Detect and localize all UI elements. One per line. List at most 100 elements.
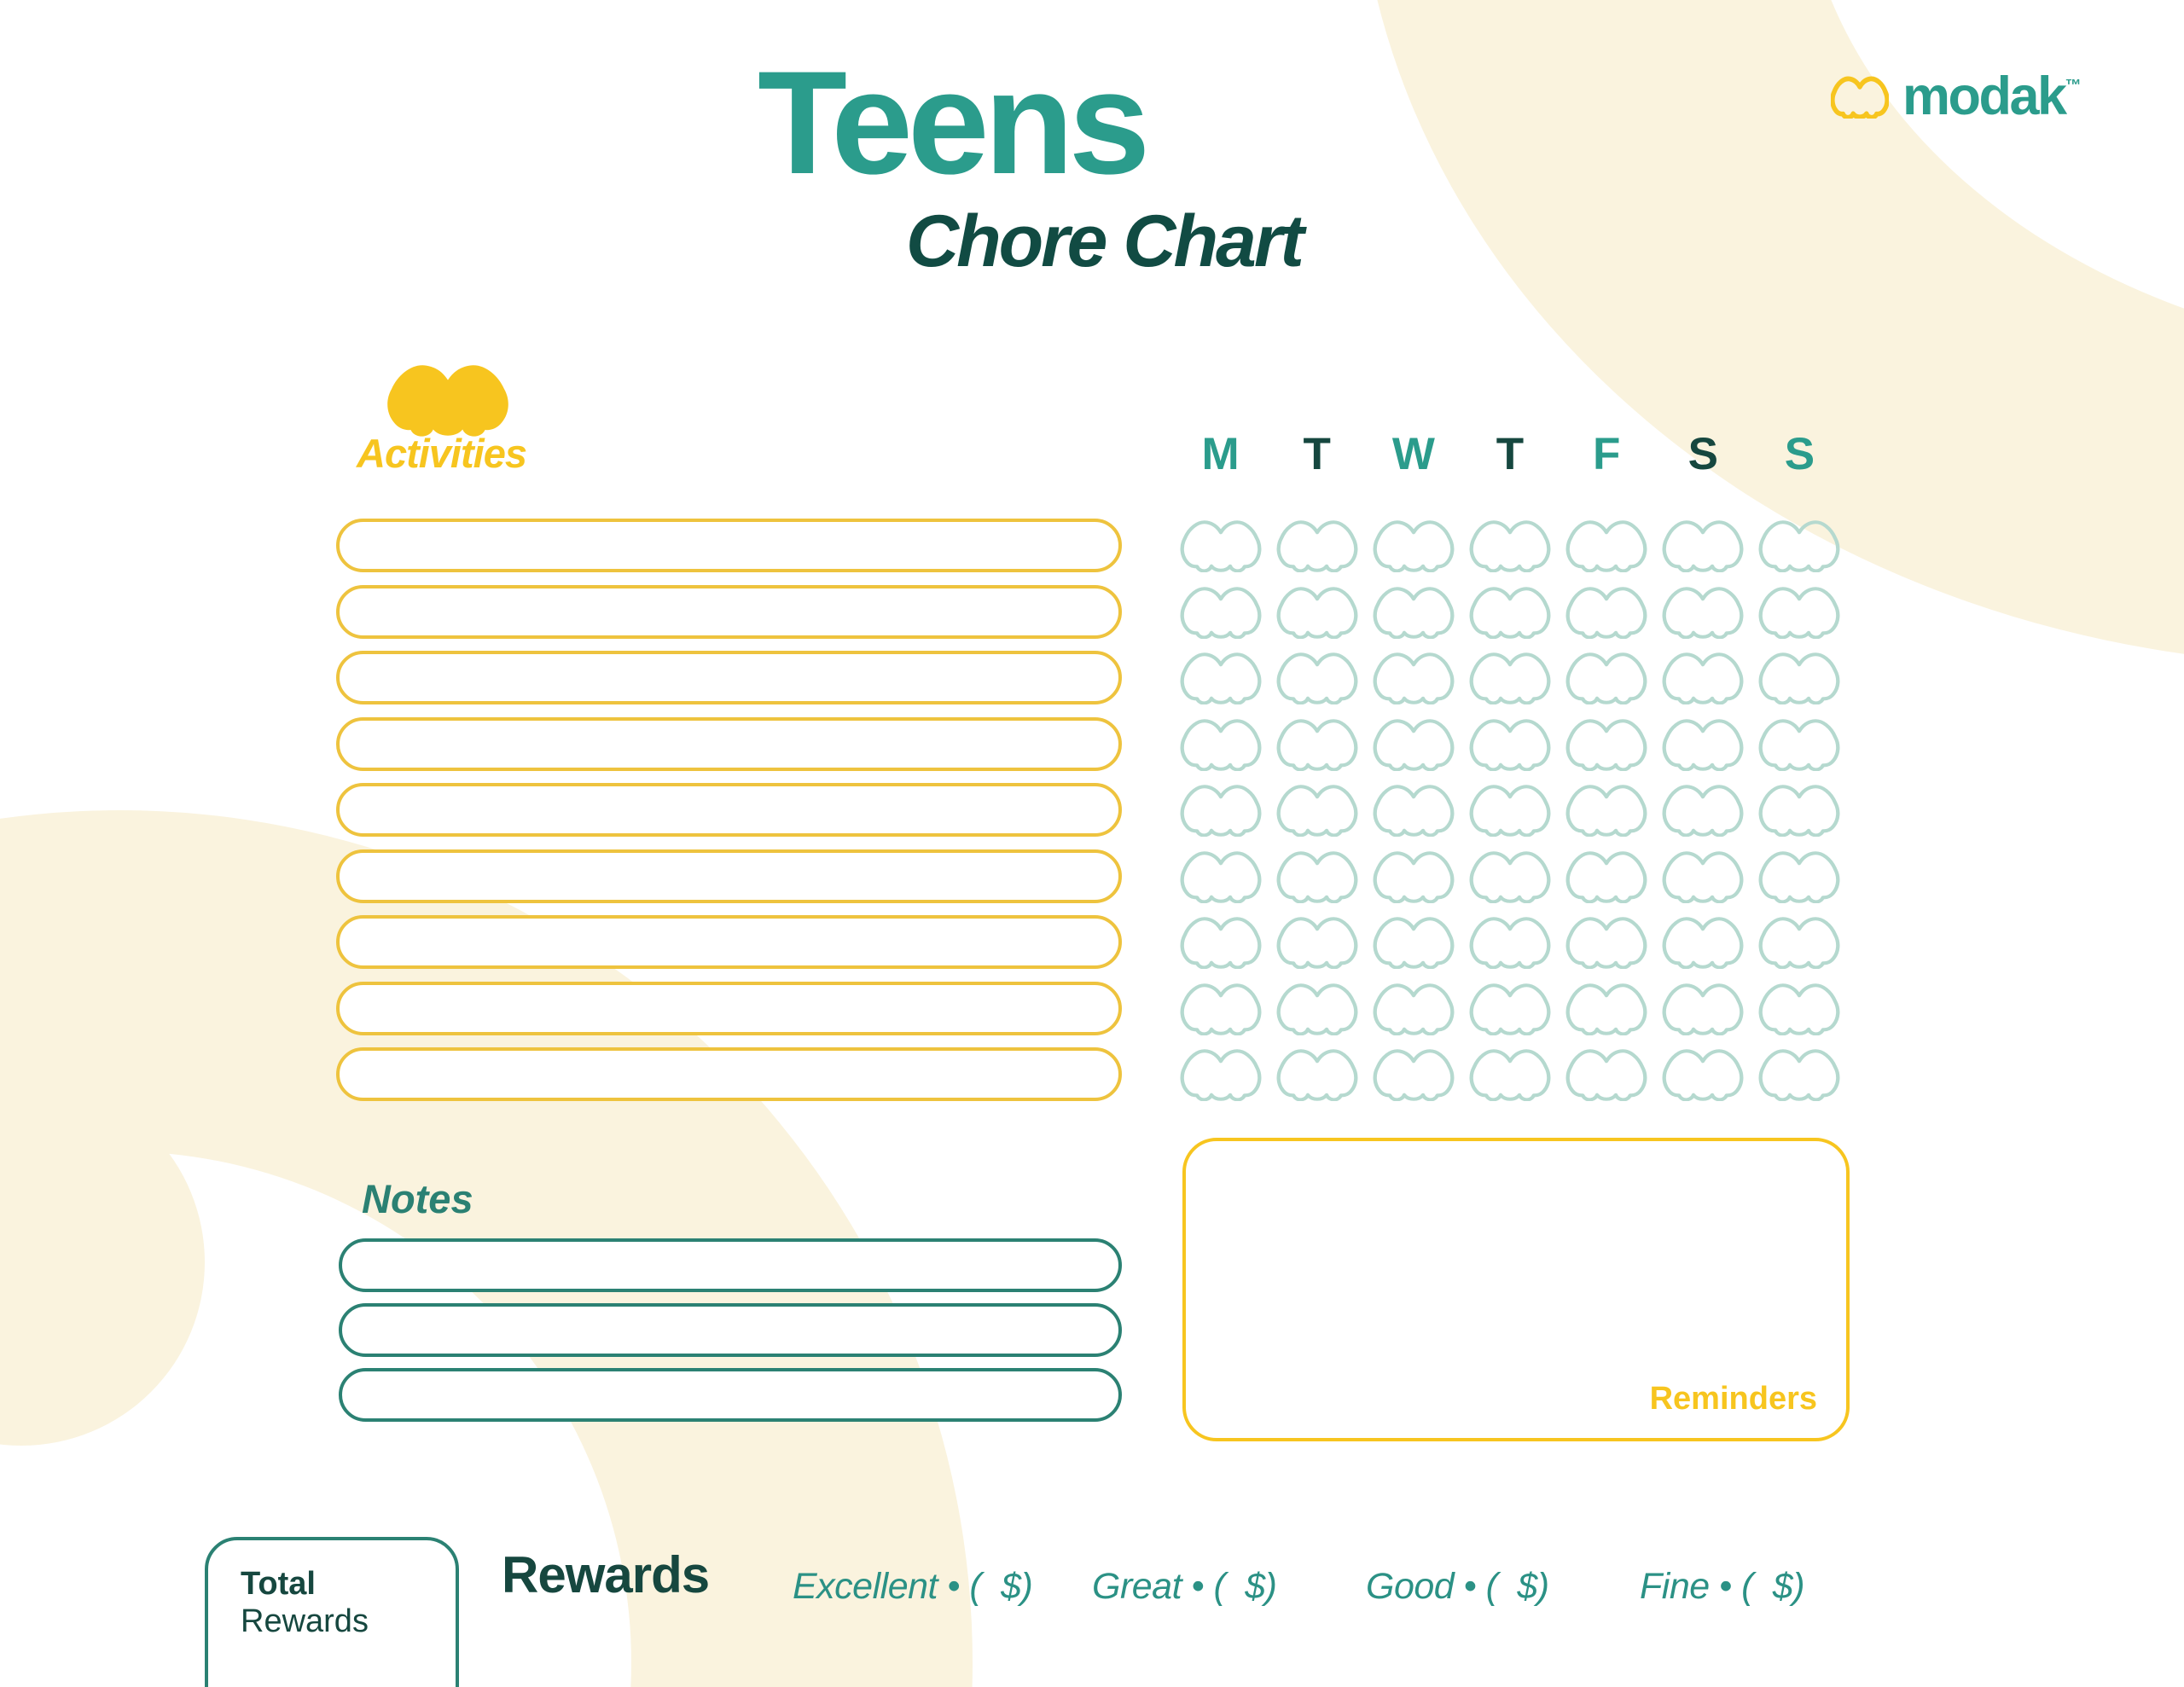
- m-cloud-outline-icon: [1276, 520, 1358, 572]
- day-checkbox-cell[interactable]: [1172, 783, 1269, 837]
- notes-row-field[interactable]: [339, 1303, 1122, 1357]
- reward-tier-fine: Fine • ( $): [1640, 1566, 1805, 1607]
- day-checkbox-cell[interactable]: [1655, 849, 1751, 903]
- m-cloud-outline-icon: [1276, 917, 1358, 969]
- day-checkbox-cell[interactable]: [1751, 519, 1848, 572]
- day-checkbox-cell[interactable]: [1365, 717, 1461, 771]
- day-checkbox-cell[interactable]: [1751, 651, 1848, 704]
- activity-row-field[interactable]: [336, 519, 1122, 572]
- day-checkbox-cell[interactable]: [1559, 783, 1655, 837]
- day-checkbox-cell[interactable]: [1655, 717, 1751, 771]
- total-rewards-box[interactable]: Total Rewards: [205, 1537, 459, 1687]
- day-checkbox-cell[interactable]: [1172, 982, 1269, 1035]
- day-checkbox-cell[interactable]: [1365, 783, 1461, 837]
- day-checkbox-cell[interactable]: [1269, 585, 1365, 639]
- day-checkbox-cell[interactable]: [1559, 1047, 1655, 1101]
- day-checkbox-cell[interactable]: [1461, 783, 1558, 837]
- day-checkbox-cell[interactable]: [1751, 849, 1848, 903]
- activity-row-field[interactable]: [336, 584, 1122, 639]
- day-checkbox-cell[interactable]: [1655, 783, 1751, 837]
- activity-row-field[interactable]: [336, 849, 1122, 903]
- day-checkbox-cell[interactable]: [1655, 585, 1751, 639]
- activity-row-field[interactable]: [336, 716, 1122, 771]
- day-checkbox-cell[interactable]: [1365, 982, 1461, 1035]
- day-checkbox-cell[interactable]: [1559, 849, 1655, 903]
- day-checkbox-cell[interactable]: [1365, 585, 1461, 639]
- day-checkbox-cell[interactable]: [1172, 849, 1269, 903]
- day-checkbox-cell[interactable]: [1751, 585, 1848, 639]
- day-checkbox-cell[interactable]: [1559, 651, 1655, 704]
- day-checkbox-cell[interactable]: [1751, 915, 1848, 969]
- activity-row-field[interactable]: [336, 1047, 1122, 1101]
- day-checkbox-cell[interactable]: [1461, 982, 1558, 1035]
- day-checkbox-cell[interactable]: [1461, 849, 1558, 903]
- day-checkbox-cell[interactable]: [1461, 651, 1558, 704]
- day-checkbox-cell[interactable]: [1172, 651, 1269, 704]
- day-checkbox-cell[interactable]: [1172, 519, 1269, 572]
- day-checkbox-cell[interactable]: [1751, 717, 1848, 771]
- m-cloud-outline-icon: [1180, 520, 1261, 572]
- m-cloud-outline-icon: [1662, 1049, 1744, 1101]
- notes-row-field[interactable]: [339, 1238, 1122, 1292]
- m-cloud-outline-icon: [1469, 652, 1551, 704]
- m-cloud-outline-icon: [1565, 652, 1647, 704]
- day-checkbox-cell[interactable]: [1559, 717, 1655, 771]
- day-checkbox-cell[interactable]: [1269, 915, 1365, 969]
- day-checkbox-cell[interactable]: [1365, 849, 1461, 903]
- day-header-2-w: W: [1391, 429, 1435, 479]
- day-checkbox-cell[interactable]: [1751, 783, 1848, 837]
- page-subtitle: Chore Chart: [906, 200, 1304, 282]
- day-checkbox-cell[interactable]: [1461, 585, 1558, 639]
- page-title: Teens: [758, 41, 1150, 205]
- day-checkbox-cell[interactable]: [1172, 585, 1269, 639]
- m-cloud-outline-icon: [1565, 983, 1647, 1035]
- day-checkbox-cell[interactable]: [1269, 717, 1365, 771]
- day-checkbox-cell[interactable]: [1172, 915, 1269, 969]
- day-checkbox-cell[interactable]: [1365, 651, 1461, 704]
- m-cloud-outline-icon: [1759, 850, 1840, 903]
- day-checkbox-cell[interactable]: [1559, 519, 1655, 572]
- day-checkbox-cell[interactable]: [1461, 519, 1558, 572]
- day-checkbox-cell[interactable]: [1365, 915, 1461, 969]
- day-checkbox-cell[interactable]: [1269, 982, 1365, 1035]
- day-checkbox-cell[interactable]: [1461, 1047, 1558, 1101]
- day-header-5-s: S: [1687, 429, 1718, 479]
- m-cloud-outline-icon: [1180, 718, 1261, 771]
- day-checkbox-cell[interactable]: [1655, 519, 1751, 572]
- activity-row-field[interactable]: [336, 915, 1122, 969]
- notes-rows: [339, 1238, 1122, 1422]
- day-checkbox-cell[interactable]: [1365, 519, 1461, 572]
- activities-heading: Activities: [357, 431, 527, 476]
- day-checkbox-cell[interactable]: [1269, 783, 1365, 837]
- day-checkbox-cell[interactable]: [1655, 982, 1751, 1035]
- day-checkbox-cell[interactable]: [1269, 519, 1365, 572]
- day-header-3-t: T: [1496, 429, 1525, 479]
- day-checkbox-cell[interactable]: [1559, 585, 1655, 639]
- m-cloud-outline-icon: [1180, 983, 1261, 1035]
- day-checkbox-cell[interactable]: [1269, 1047, 1365, 1101]
- activity-row-field[interactable]: [336, 651, 1122, 704]
- notes-row-field[interactable]: [339, 1368, 1122, 1422]
- day-checkbox-cell[interactable]: [1655, 915, 1751, 969]
- day-checkbox-cell[interactable]: [1172, 1047, 1269, 1101]
- day-checkbox-cell[interactable]: [1751, 982, 1848, 1035]
- day-checkbox-cell[interactable]: [1461, 915, 1558, 969]
- day-header-4-f: F: [1592, 429, 1621, 479]
- m-cloud-outline-icon: [1373, 850, 1455, 903]
- reward-tier-great: Great • ( $): [1092, 1566, 1277, 1607]
- day-checkbox-cell[interactable]: [1655, 651, 1751, 704]
- day-checkbox-cell[interactable]: [1559, 915, 1655, 969]
- day-checkbox-cell[interactable]: [1559, 982, 1655, 1035]
- brand-name: modak™: [1902, 67, 2082, 126]
- day-checkbox-cell[interactable]: [1269, 651, 1365, 704]
- activity-row-field[interactable]: [336, 981, 1122, 1035]
- grid-row: [1172, 915, 1848, 969]
- reminders-box[interactable]: Reminders: [1182, 1138, 1850, 1441]
- day-checkbox-cell[interactable]: [1365, 1047, 1461, 1101]
- activity-row-field[interactable]: [336, 783, 1122, 837]
- day-checkbox-cell[interactable]: [1751, 1047, 1848, 1101]
- day-checkbox-cell[interactable]: [1269, 849, 1365, 903]
- day-checkbox-cell[interactable]: [1172, 717, 1269, 771]
- day-checkbox-cell[interactable]: [1655, 1047, 1751, 1101]
- day-checkbox-cell[interactable]: [1461, 717, 1558, 771]
